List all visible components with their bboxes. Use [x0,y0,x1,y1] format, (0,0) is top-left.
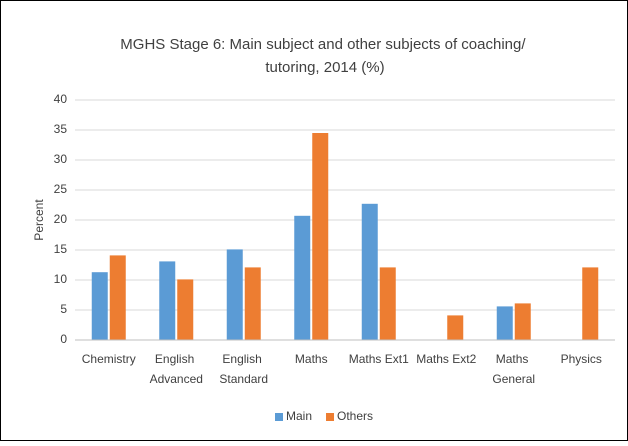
y-tick-label: 5 [60,302,67,316]
bar [244,267,261,340]
x-tick-label: Chemistry [82,352,136,366]
x-tick-label: Maths [295,352,328,366]
bar [312,133,329,340]
x-tick-label: Maths Ext1 [349,352,409,366]
bar [294,215,311,340]
bar [91,272,108,340]
legend-label: Others [337,409,373,423]
y-tick-label: 20 [54,212,68,226]
x-tick-label: English Advanced [150,352,203,386]
bar [496,306,513,340]
y-tick-label: 10 [54,272,68,286]
y-tick-label: 40 [54,92,68,106]
legend-label: Main [286,409,312,423]
legend-swatch [326,413,335,421]
x-tick-label: Physics [561,352,602,366]
bar [177,279,194,340]
bar [379,267,396,340]
y-axis-label: Percent [32,199,46,241]
y-tick-label: 30 [54,152,68,166]
x-tick-label: Maths General [492,352,535,386]
bar [159,261,176,340]
bar [514,303,531,340]
bar [582,267,599,340]
y-tick-label: 35 [54,122,68,136]
bar [447,315,464,340]
x-tick-label: Maths Ext2 [416,352,476,366]
bar [226,249,243,340]
y-tick-label: 15 [54,242,68,256]
y-tick-label: 25 [54,182,68,196]
x-tick-label: English Standard [219,352,268,386]
chart-title: MGHS Stage 6: Main subject and other sub… [120,36,529,76]
legend-swatch [275,413,283,421]
bar [109,255,126,340]
y-tick-label: 0 [60,332,67,346]
bar [361,203,378,340]
